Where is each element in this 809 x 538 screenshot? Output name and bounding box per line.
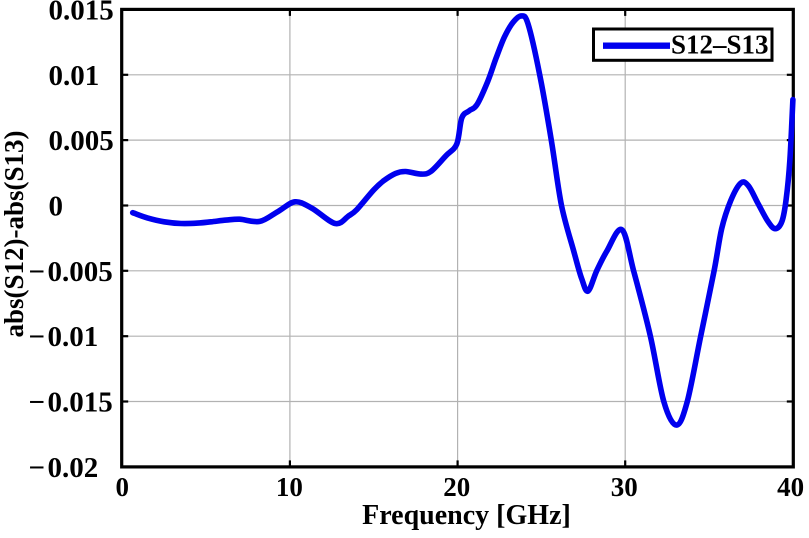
svg-text:− 0.01: − 0.01 — [29, 321, 99, 353]
svg-text:− 0.02: − 0.02 — [29, 452, 99, 484]
svg-text:10: 10 — [276, 472, 303, 502]
svg-text:Frequency [GHz]: Frequency [GHz] — [362, 500, 571, 531]
svg-text:40: 40 — [777, 472, 804, 502]
svg-text:abs(S12)-abs(S13): abs(S12)-abs(S13) — [0, 130, 29, 337]
svg-text:30: 30 — [611, 472, 638, 502]
svg-text:0.01: 0.01 — [49, 60, 100, 92]
svg-text:0: 0 — [49, 191, 64, 223]
svg-text:0.015: 0.015 — [49, 0, 114, 26]
svg-text:0: 0 — [116, 472, 130, 502]
svg-text:− 0.005: − 0.005 — [29, 256, 113, 288]
svg-text:− 0.015: − 0.015 — [29, 387, 113, 419]
svg-text:S12–S13: S12–S13 — [671, 30, 769, 60]
svg-text:20: 20 — [443, 472, 470, 502]
svg-text:0.005: 0.005 — [49, 125, 114, 157]
